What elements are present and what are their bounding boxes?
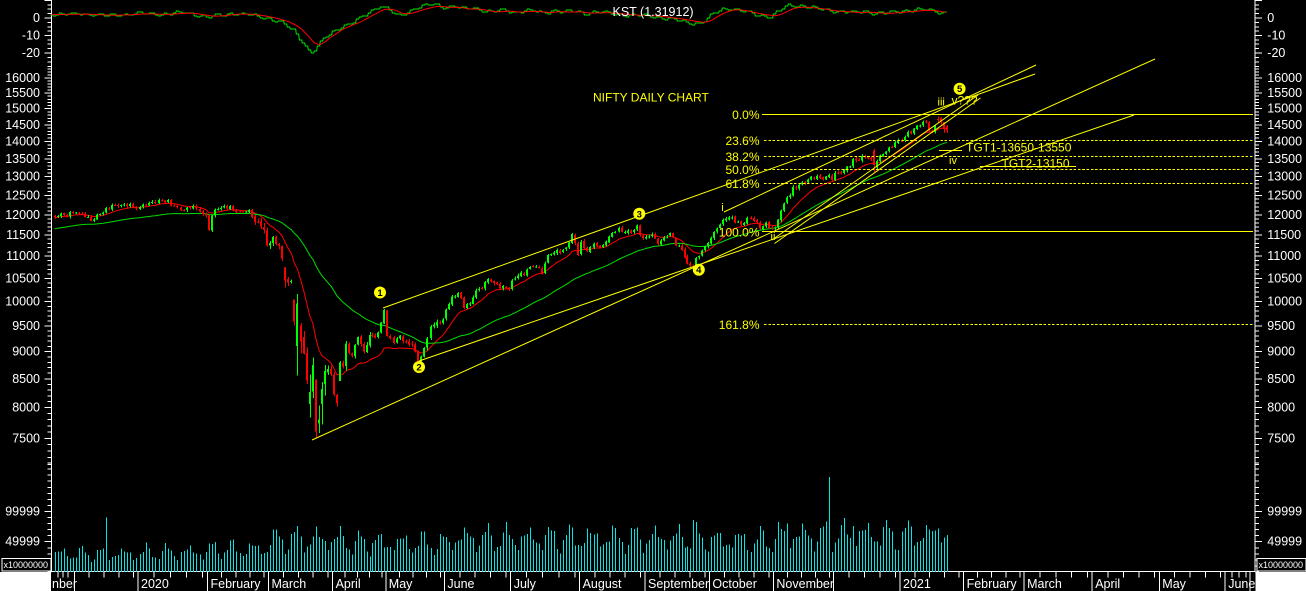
svg-text:9500: 9500 <box>1267 319 1295 333</box>
svg-text:-20: -20 <box>1267 46 1285 60</box>
svg-text:9000: 9000 <box>1267 345 1295 359</box>
svg-text:12500: 12500 <box>1267 188 1302 202</box>
svg-text:May: May <box>1162 577 1186 591</box>
svg-text:x10000000: x10000000 <box>1259 560 1304 570</box>
svg-text:15500: 15500 <box>5 86 40 100</box>
svg-text:June: June <box>447 577 474 591</box>
svg-text:ii: ii <box>771 231 776 243</box>
svg-text:June: June <box>1228 577 1255 591</box>
svg-text:April: April <box>1095 577 1120 591</box>
svg-text:49999: 49999 <box>1267 535 1302 549</box>
svg-text:-10: -10 <box>22 29 40 43</box>
svg-text:5: 5 <box>957 84 963 95</box>
svg-text:8000: 8000 <box>12 401 40 415</box>
svg-text:-10: -10 <box>1267 29 1285 43</box>
svg-text:0.0%: 0.0% <box>732 108 760 122</box>
svg-text:15000: 15000 <box>5 102 40 116</box>
svg-text:March: March <box>272 577 307 591</box>
svg-text:15500: 15500 <box>1267 86 1302 100</box>
svg-text:14500: 14500 <box>5 118 40 132</box>
svg-text:2: 2 <box>416 363 421 374</box>
svg-text:49999: 49999 <box>5 535 40 549</box>
svg-text:8500: 8500 <box>12 372 40 386</box>
svg-text:23.6%: 23.6% <box>725 134 759 148</box>
svg-text:KST (1.31912): KST (1.31912) <box>613 5 694 19</box>
svg-text:12500: 12500 <box>5 188 40 202</box>
svg-text:10500: 10500 <box>1267 271 1302 285</box>
svg-text:10500: 10500 <box>5 271 40 285</box>
svg-text:9500: 9500 <box>12 319 40 333</box>
svg-text:August: August <box>583 577 622 591</box>
svg-text:10000: 10000 <box>5 295 40 309</box>
svg-text:February: February <box>211 577 262 591</box>
svg-text:13500: 13500 <box>5 152 40 166</box>
svg-text:September: September <box>648 577 709 591</box>
svg-text:11500: 11500 <box>1267 228 1301 242</box>
svg-text:100.0%: 100.0% <box>719 225 760 239</box>
svg-text:November: November <box>776 577 834 591</box>
svg-text:NIFTY DAILY CHART: NIFTY DAILY CHART <box>593 91 709 105</box>
svg-text:11500: 11500 <box>6 228 40 242</box>
svg-text:April: April <box>336 577 361 591</box>
svg-text:12000: 12000 <box>1267 208 1302 222</box>
svg-text:11000: 11000 <box>6 249 40 263</box>
svg-text:13500: 13500 <box>1267 152 1302 166</box>
svg-text:0: 0 <box>33 11 40 25</box>
svg-text:March: March <box>1027 577 1062 591</box>
svg-text:15000: 15000 <box>1267 102 1302 116</box>
svg-text:8500: 8500 <box>1267 372 1295 386</box>
svg-text:1: 1 <box>377 288 383 299</box>
svg-text:v???: v??? <box>952 94 978 108</box>
svg-text:-20: -20 <box>22 46 40 60</box>
svg-text:4: 4 <box>696 265 702 276</box>
svg-text:October: October <box>712 577 756 591</box>
svg-text:7500: 7500 <box>12 431 40 445</box>
svg-text:50.0%: 50.0% <box>725 163 759 177</box>
svg-text:14500: 14500 <box>1267 118 1302 132</box>
svg-text:161.8%: 161.8% <box>719 318 760 332</box>
svg-text:99999: 99999 <box>1267 505 1302 519</box>
svg-text:i: i <box>721 202 723 214</box>
svg-text:iv: iv <box>949 155 957 167</box>
svg-text:0: 0 <box>1267 11 1274 25</box>
svg-text:x10000000: x10000000 <box>4 560 49 570</box>
svg-text:TGT2-13150: TGT2-13150 <box>1002 157 1070 171</box>
svg-text:July: July <box>514 577 537 591</box>
svg-text:13000: 13000 <box>5 170 40 184</box>
svg-text:9000: 9000 <box>12 345 40 359</box>
svg-text:61.8%: 61.8% <box>725 177 759 191</box>
svg-text:7500: 7500 <box>1267 431 1295 445</box>
svg-text:2020: 2020 <box>141 577 169 591</box>
svg-text:16000: 16000 <box>1267 71 1302 85</box>
svg-text:14000: 14000 <box>5 135 40 149</box>
svg-text:February: February <box>967 577 1018 591</box>
svg-text:2021: 2021 <box>903 577 931 591</box>
svg-text:3: 3 <box>637 209 642 220</box>
svg-text:nber: nber <box>52 577 77 591</box>
svg-text:11000: 11000 <box>1267 249 1301 263</box>
svg-text:12000: 12000 <box>5 208 40 222</box>
svg-text:16000: 16000 <box>5 71 40 85</box>
svg-text:13000: 13000 <box>1267 170 1302 184</box>
svg-text:38.2%: 38.2% <box>725 150 759 164</box>
svg-text:10000: 10000 <box>1267 295 1302 309</box>
svg-text:iii: iii <box>938 97 945 109</box>
svg-text:TGT1-13650-13550: TGT1-13650-13550 <box>966 141 1072 155</box>
svg-text:May: May <box>389 577 413 591</box>
svg-text:14000: 14000 <box>1267 135 1302 149</box>
svg-text:8000: 8000 <box>1267 401 1295 415</box>
svg-text:99999: 99999 <box>5 505 40 519</box>
